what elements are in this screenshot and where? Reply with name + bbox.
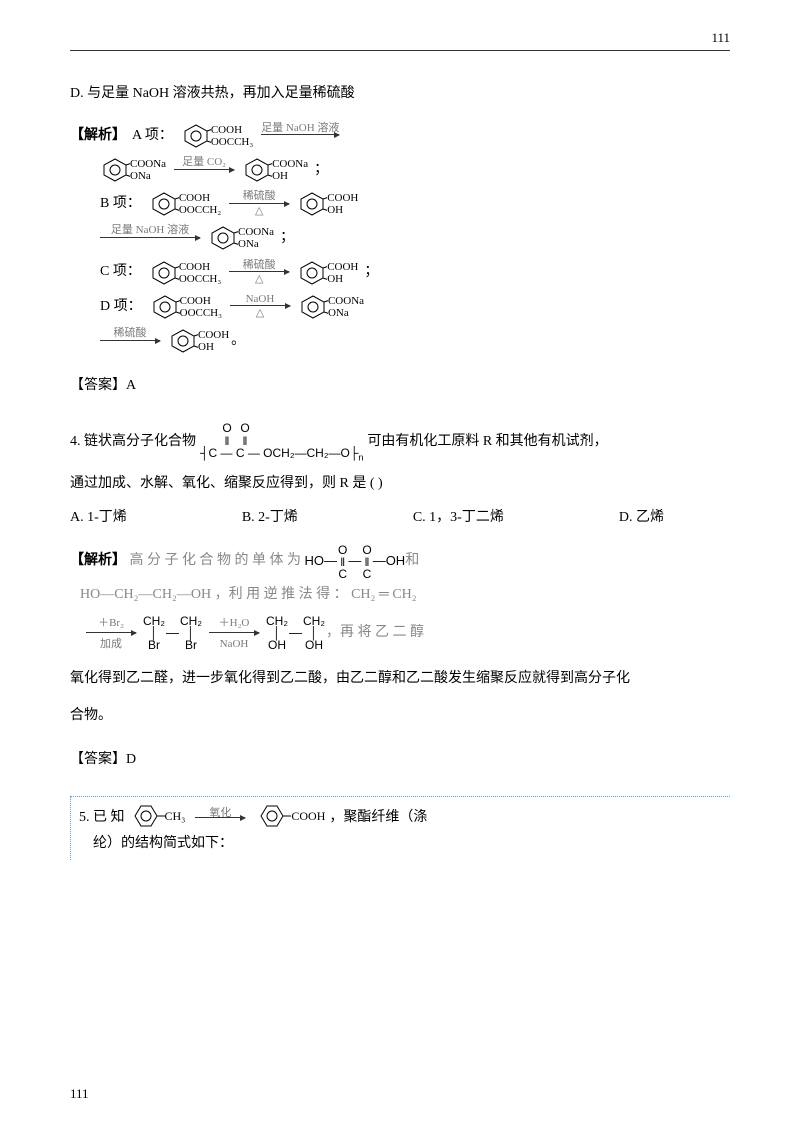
benzene-d2: COONaONa	[298, 293, 364, 321]
jiexi-label: 【解析】	[70, 128, 126, 143]
q4-analysis: 【解析】 高 分 子 化 合 物 的 单 体 为 HO— O‖C — O‖C —…	[70, 544, 730, 580]
arrow-naoh-b: 足量 NaOH 溶液	[100, 222, 200, 254]
arrow-add: ＋Br₂加成	[86, 611, 136, 656]
chem-row-b2: 足量 NaOH 溶液 COONaONa ；	[70, 222, 730, 254]
semicolon: ；	[280, 227, 294, 249]
label-c: C 项：	[100, 261, 141, 283]
chem-row-a2: COONaONa 足量 CO₂ COONaOH ；	[70, 154, 730, 186]
benzene-ch3: CH₃	[129, 803, 186, 829]
q4-jiexi-l1: HO—CH₂—CH₂—OH ，利 用 逆 推 法 得 ： CH₂ ═ CH₂	[80, 580, 730, 611]
label-a: A 项：	[132, 125, 173, 147]
opt-c: C. 1，3-丁二烯	[413, 506, 504, 526]
arrow-xiliu-c: 稀硫酸△	[229, 257, 289, 289]
jiexi-label-2: 【解析】	[70, 546, 126, 577]
q4-stem: 4. 链状高分子化合物 OO ‖‖ ┤C — C — OCH₂—CH₂—O├n …	[70, 422, 730, 463]
q5-box: 5. 已 知 CH₃ 氧化 COOH ，聚酯纤维（涤 纶）的结构简式如下：	[70, 796, 730, 860]
q5-line2: 纶）的结构简式如下：	[93, 829, 726, 860]
benzene-coona-ona: COONaONa	[100, 156, 166, 184]
label-b: B 项：	[100, 193, 141, 215]
page-number-top: 111	[711, 30, 730, 46]
he: 和	[405, 546, 419, 577]
q4-suffix: 可由有机化工原料 R 和其他有机试剂，	[367, 427, 607, 458]
semicolon: ；	[314, 159, 328, 181]
chem-row-d2: 稀硫酸 COOHOH 。	[70, 325, 730, 357]
benzene-cooh-oocch3: COOHOOCCH₃	[181, 122, 253, 150]
diol: CH₂│OH — CH₂│OH	[265, 615, 326, 651]
arrow-naoh: 足量 NaOH 溶液	[261, 120, 339, 152]
q4-jiexi-l0: 高 分 子 化 合 物 的 单 体 为	[130, 546, 302, 577]
q4-prefix: 4. 链状高分子化合物	[70, 427, 196, 458]
benzene-d3: COOHOH	[168, 327, 229, 355]
top-rule	[70, 50, 730, 51]
chem-row-b1: B 项： COOHOOCCH₂ 稀硫酸△ COOHOH	[70, 188, 730, 220]
label-d: D 项：	[100, 296, 142, 318]
benzene-b3: COONaONa	[208, 224, 274, 252]
benzene-c2: COOHOH	[297, 259, 358, 287]
q4-tail: ，再 将 乙 二 醇	[326, 618, 424, 649]
dibromide: CH₂│Br — CH₂│Br	[142, 615, 203, 651]
opt-b: B. 2-丁烯	[242, 506, 298, 526]
benzene-b2: COOHOH	[297, 190, 358, 218]
page-number-bottom: 111	[70, 1086, 89, 1102]
arrow-co2: 足量 CO₂	[174, 154, 234, 186]
q4-chain-row: ＋Br₂加成 CH₂│Br — CH₂│Br ＋H₂ONaOH CH₂│OH —…	[80, 611, 730, 656]
benzene-cooh: COOH	[255, 803, 325, 829]
chem-row-a1: 【解析】 A 项： COOHOOCCH₃ 足量 NaOH 溶液	[70, 120, 730, 152]
period: 。	[231, 330, 245, 352]
q4-jiexi-l4: 合物。	[70, 701, 730, 732]
q5-row1: 5. 已 知 CH₃ 氧化 COOH ，聚酯纤维（涤	[79, 803, 726, 829]
option-d-text: D. 与足量 NaOH 溶液共热，再加入足量稀硫酸	[70, 79, 730, 110]
benzene-d1: COOHOOCCH₃	[150, 293, 222, 321]
q5-pre: 5. 已 知	[79, 806, 125, 826]
arrow-ox: 氧化	[195, 804, 245, 829]
answer-a: 【答案】A	[70, 371, 730, 402]
semicolon: ；	[364, 261, 378, 283]
arrow-xiliu-d: 稀硫酸	[100, 325, 160, 357]
opt-d: D. 乙烯	[619, 506, 664, 526]
arrow-hyd: ＋H₂ONaOH	[209, 611, 259, 656]
q5-post: ，聚酯纤维（涤	[329, 806, 427, 826]
q4-jiexi-l3: 氧化得到乙二醛，进一步氧化得到乙二酸，由乙二醇和乙二酸发生缩聚反应就得到高分子化	[70, 664, 730, 695]
q4-line2: 通过加成、水解、氧化、缩聚反应得到，则 R 是 ( )	[70, 469, 730, 500]
arrow-xiliu-b: 稀硫酸△	[229, 188, 289, 220]
monomer1: HO— O‖C — O‖C —OH	[305, 544, 406, 580]
polymer-structure: OO ‖‖ ┤C — C — OCH₂—CH₂—O├n	[200, 422, 363, 463]
chem-row-d1: D 项： COOHOOCCH₃ NaOH△ COONaONa	[70, 291, 730, 323]
benzene-c1: COOHOOCCH₃	[149, 259, 221, 287]
chem-row-c: C 项： COOHOOCCH₃ 稀硫酸△ COOHOH ；	[70, 257, 730, 289]
q4-options: A. 1-丁烯 B. 2-丁烯 C. 1，3-丁二烯 D. 乙烯	[70, 506, 664, 526]
benzene-coona-oh: COONaOH	[242, 156, 308, 184]
arrow-naoh-d: NaOH△	[230, 291, 290, 323]
benzene-b1: COOHOOCCH₂	[149, 190, 221, 218]
opt-a: A. 1-丁烯	[70, 506, 127, 526]
analysis-chem-block: 【解析】 A 项： COOHOOCCH₃ 足量 NaOH 溶液 COONaONa…	[70, 120, 730, 357]
answer-d: 【答案】D	[70, 745, 730, 776]
